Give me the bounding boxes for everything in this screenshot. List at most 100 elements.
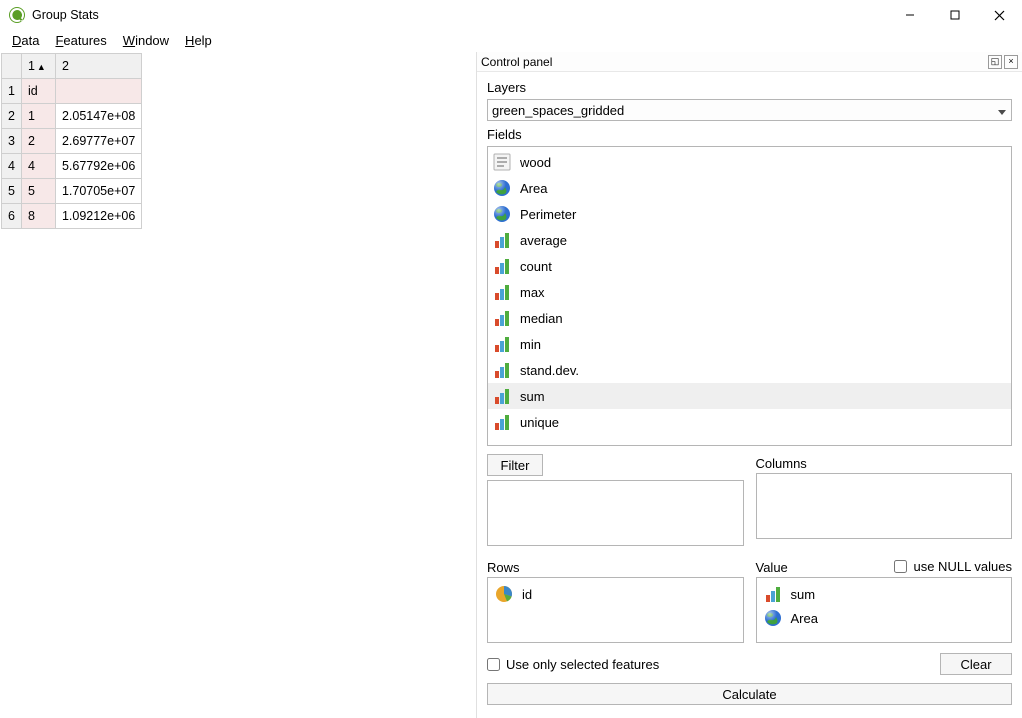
maximize-button[interactable] <box>932 0 977 30</box>
corner-cell[interactable] <box>2 54 22 79</box>
field-item[interactable]: wood <box>488 149 1011 175</box>
fields-label: Fields <box>487 127 1012 142</box>
cell[interactable]: 4 <box>21 154 55 179</box>
bars-icon <box>492 360 512 380</box>
field-label: median <box>520 311 563 326</box>
results-pane: 1▲ 2 1id212.05147e+08322.69777e+07445.67… <box>0 52 476 718</box>
undock-button[interactable]: ◱ <box>988 55 1002 69</box>
use-selected-checkbox[interactable]: Use only selected features <box>487 657 932 672</box>
table-row[interactable]: 212.05147e+08 <box>2 104 142 129</box>
field-item[interactable]: sum <box>488 383 1011 409</box>
zone-item-label: Area <box>791 611 818 626</box>
row-number[interactable]: 5 <box>2 179 22 204</box>
field-label: max <box>520 285 545 300</box>
window-title: Group Stats <box>32 8 99 22</box>
cell[interactable]: 2.05147e+08 <box>55 104 141 129</box>
field-item[interactable]: unique <box>488 409 1011 435</box>
group-stats-window: Group Stats DataFeaturesWindowHelp <box>0 0 1022 718</box>
calculate-button[interactable]: Calculate <box>487 683 1012 705</box>
cell[interactable]: 2.69777e+07 <box>55 129 141 154</box>
app-icon <box>8 6 26 24</box>
menubar: DataFeaturesWindowHelp <box>0 30 1022 52</box>
rows-zone[interactable]: id <box>487 577 744 643</box>
cell[interactable]: 5 <box>21 179 55 204</box>
cell[interactable] <box>55 79 141 104</box>
control-panel-header: Control panel ◱ × <box>477 52 1022 72</box>
table-row[interactable]: 322.69777e+07 <box>2 129 142 154</box>
globe-icon <box>492 178 512 198</box>
table-row[interactable]: 551.70705e+07 <box>2 179 142 204</box>
use-null-checkbox[interactable]: use NULL values <box>894 559 1012 574</box>
cell[interactable]: 8 <box>21 204 55 229</box>
zone-item[interactable]: sum <box>761 582 1008 606</box>
bars-icon <box>492 334 512 354</box>
col-header-2[interactable]: 2 <box>55 54 141 79</box>
menu-help[interactable]: Help <box>177 31 220 50</box>
cell[interactable]: 1.09212e+06 <box>55 204 141 229</box>
table-row[interactable]: 681.09212e+06 <box>2 204 142 229</box>
layers-label: Layers <box>487 80 1012 95</box>
close-panel-button[interactable]: × <box>1004 55 1018 69</box>
field-item[interactable]: median <box>488 305 1011 331</box>
field-label: average <box>520 233 567 248</box>
bars-icon <box>763 584 783 604</box>
rows-label: Rows <box>487 560 744 575</box>
field-item[interactable]: count <box>488 253 1011 279</box>
filter-button[interactable]: Filter <box>487 454 543 476</box>
row-number[interactable]: 3 <box>2 129 22 154</box>
cell[interactable]: 5.67792e+06 <box>55 154 141 179</box>
row-number[interactable]: 4 <box>2 154 22 179</box>
cell[interactable]: 1.70705e+07 <box>55 179 141 204</box>
field-label: Area <box>520 181 547 196</box>
row-number[interactable]: 2 <box>2 104 22 129</box>
columns-zone[interactable] <box>756 473 1013 539</box>
titlebar: Group Stats <box>0 0 1022 30</box>
field-label: min <box>520 337 541 352</box>
bars-icon <box>492 256 512 276</box>
columns-label: Columns <box>756 456 1013 471</box>
field-label: stand.dev. <box>520 363 579 378</box>
layers-combo[interactable]: green_spaces_gridded <box>487 99 1012 121</box>
close-button[interactable] <box>977 0 1022 30</box>
value-zone[interactable]: sum Area <box>756 577 1013 643</box>
text-icon <box>492 152 512 172</box>
field-label: count <box>520 259 552 274</box>
cell[interactable]: 1 <box>21 104 55 129</box>
bars-icon <box>492 282 512 302</box>
menu-window[interactable]: Window <box>115 31 177 50</box>
zone-item[interactable]: Area <box>761 606 1008 630</box>
table-row[interactable]: 1id <box>2 79 142 104</box>
menu-features[interactable]: Features <box>47 31 114 50</box>
col-header-1[interactable]: 1▲ <box>21 54 55 79</box>
cell[interactable]: id <box>21 79 55 104</box>
field-label: unique <box>520 415 559 430</box>
fields-list[interactable]: wood Area Perimeter average count max median mi… <box>487 146 1012 446</box>
field-item[interactable]: Perimeter <box>488 201 1011 227</box>
field-label: sum <box>520 389 545 404</box>
control-panel: Control panel ◱ × Layers green_spaces_gr… <box>476 52 1022 718</box>
field-label: wood <box>520 155 551 170</box>
field-item[interactable]: stand.dev. <box>488 357 1011 383</box>
value-label: Value <box>756 560 895 575</box>
table-row[interactable]: 445.67792e+06 <box>2 154 142 179</box>
minimize-button[interactable] <box>887 0 932 30</box>
menu-data[interactable]: Data <box>4 31 47 50</box>
field-item[interactable]: min <box>488 331 1011 357</box>
bars-icon <box>492 412 512 432</box>
row-number[interactable]: 1 <box>2 79 22 104</box>
clear-button[interactable]: Clear <box>940 653 1012 675</box>
zone-item[interactable]: id <box>492 582 739 606</box>
field-item[interactable]: Area <box>488 175 1011 201</box>
results-table: 1▲ 2 1id212.05147e+08322.69777e+07445.67… <box>1 53 142 229</box>
layers-combo-value: green_spaces_gridded <box>492 103 624 118</box>
globe-icon <box>492 204 512 224</box>
body: 1▲ 2 1id212.05147e+08322.69777e+07445.67… <box>0 52 1022 718</box>
cell[interactable]: 2 <box>21 129 55 154</box>
field-label: Perimeter <box>520 207 576 222</box>
bars-icon <box>492 230 512 250</box>
field-item[interactable]: average <box>488 227 1011 253</box>
field-item[interactable]: max <box>488 279 1011 305</box>
control-panel-title: Control panel <box>481 55 986 69</box>
filter-zone[interactable] <box>487 480 744 546</box>
row-number[interactable]: 6 <box>2 204 22 229</box>
